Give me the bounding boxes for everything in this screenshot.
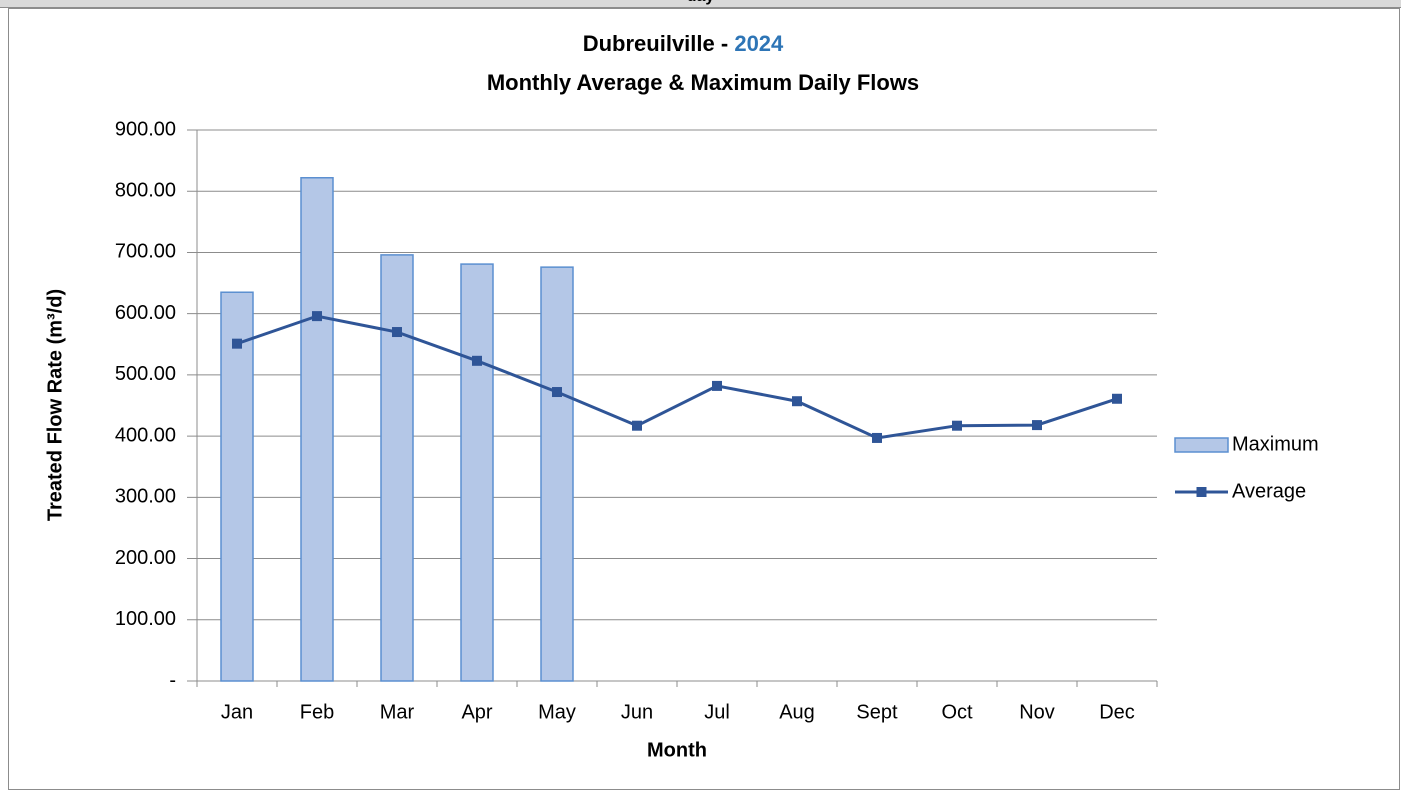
header-text: day [0,0,1401,6]
y-tick-label: 600.00 [115,302,176,324]
x-tick-label: Mar [380,701,415,723]
bar [380,254,414,682]
legend-swatch [1174,437,1229,453]
x-tick-label: Jul [704,701,730,723]
x-tick-label: Dec [1099,701,1135,723]
y-tick-label: 800.00 [115,180,176,202]
y-tick-label: 500.00 [115,363,176,385]
x-axis-title: Month [647,739,707,761]
x-tick-label: Aug [779,701,815,723]
marker [1032,420,1042,431]
marker [712,380,722,391]
legend-marker [1196,487,1207,497]
header-band: day [0,0,1401,8]
bar [460,263,494,682]
y-axis-title: Treated Flow Rate (m³/d) [44,289,66,521]
marker [312,311,322,322]
y-tick-label: 100.00 [115,608,176,630]
chart-frame [8,8,1400,790]
x-tick-label: Feb [300,701,334,723]
x-tick-label: May [538,701,576,723]
x-tick-label: Jun [621,701,653,723]
marker [232,338,242,349]
x-tick-label: Nov [1019,701,1055,723]
y-tick-label: 200.00 [115,547,176,569]
title-year: 2024 [734,31,784,56]
marker [872,432,882,443]
marker [552,387,562,398]
y-tick-label: 400.00 [115,424,176,446]
legend-label: Maximum [1232,433,1319,455]
title-place: Dubreuilville - [583,31,728,56]
y-tick-label: - [169,669,176,691]
y-tick-label: 300.00 [115,486,176,508]
chart-subtitle: Monthly Average & Maximum Daily Flows [487,70,919,95]
x-tick-label: Apr [461,701,492,723]
x-tick-label: Sept [856,701,898,723]
y-tick-label: 700.00 [115,241,176,263]
line [236,314,1118,440]
marker [472,355,482,366]
marker [952,420,962,431]
marker [1112,393,1122,404]
legend-label: Average [1232,480,1306,502]
marker [392,327,402,338]
x-tick-label: Jan [221,701,253,723]
marker [792,396,802,407]
y-tick-label: 900.00 [115,118,176,140]
bar [300,177,334,682]
marker [632,420,642,431]
x-tick-label: Oct [941,701,973,723]
bar [540,266,574,682]
bar [220,291,254,682]
chart-title: Dubreuilville - 2024 [583,31,784,56]
